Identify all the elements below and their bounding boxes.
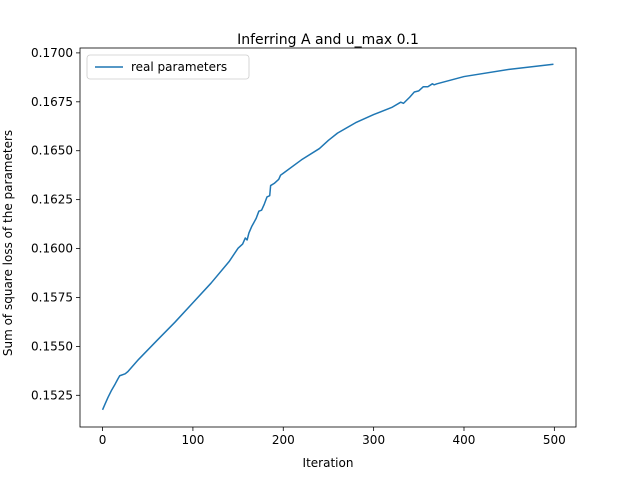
x-tick-label: 300	[362, 433, 385, 447]
y-tick-label: 0.1625	[31, 193, 73, 207]
line-series	[101, 63, 554, 411]
y-tick-label: 0.1700	[31, 46, 73, 60]
x-tick-label: 200	[272, 433, 295, 447]
x-tick-label: 100	[181, 433, 204, 447]
legend-box	[86, 54, 250, 80]
y-tick-label: 0.1600	[31, 242, 73, 256]
x-axis-label: Iteration	[303, 456, 354, 470]
y-tick-label: 0.1550	[31, 339, 73, 353]
x-tick-label: 500	[543, 433, 566, 447]
y-tick-label: 0.1650	[31, 144, 73, 158]
legend-label: real parameters	[131, 60, 227, 74]
y-tick-label: 0.1525	[31, 388, 73, 402]
y-tick-label: 0.1575	[31, 290, 73, 304]
chart-title: Inferring A and u_max 0.1	[237, 32, 419, 48]
y-axis-label: Sum of square loss of the parameters	[1, 130, 15, 356]
plot-frame	[79, 47, 577, 428]
y-tick-label: 0.1675	[31, 95, 73, 109]
x-tick-label: 400	[453, 433, 476, 447]
x-tick-label: 0	[99, 433, 107, 447]
